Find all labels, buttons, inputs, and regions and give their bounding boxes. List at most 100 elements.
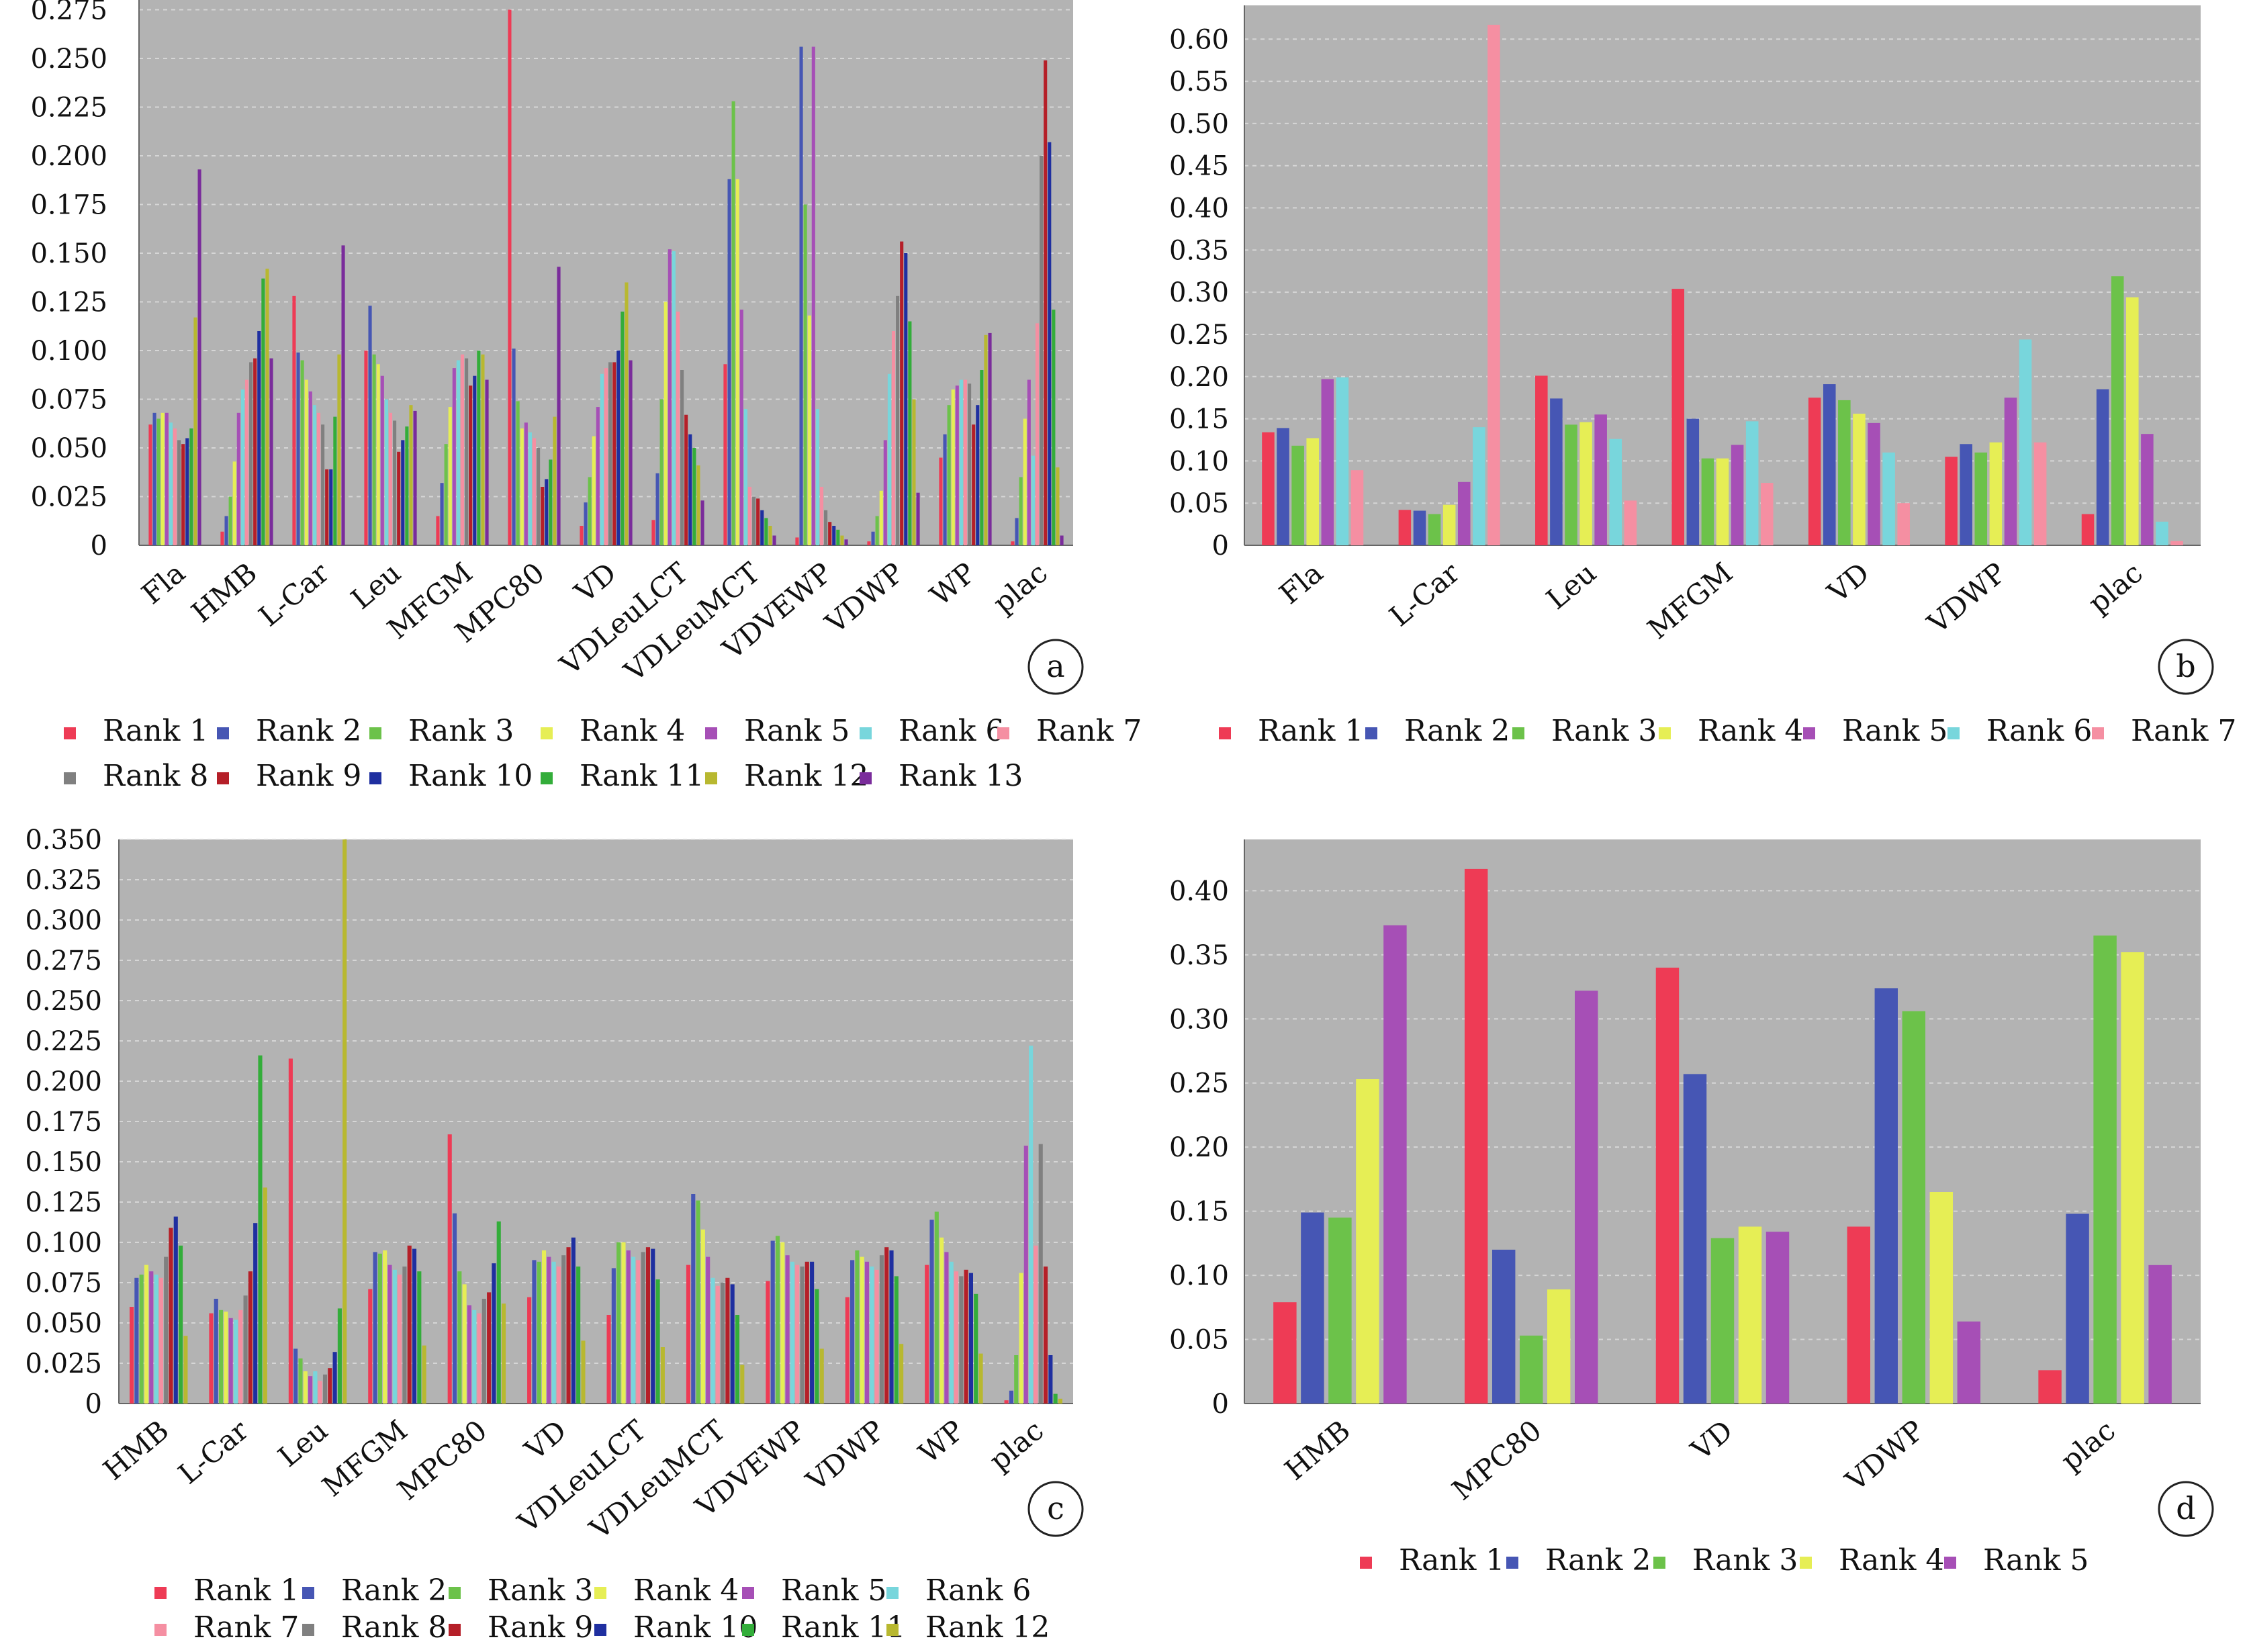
bar [333,416,337,545]
bar [556,1267,561,1404]
legend-label: Rank 5 [781,1573,886,1608]
bar [549,459,553,545]
bar [864,1261,870,1404]
y-tick-label: 0.350 [25,825,102,856]
bar [1710,1238,1735,1404]
bar [684,414,688,545]
x-tick-label: VD [568,556,623,609]
bar [780,1242,785,1404]
bar [557,267,561,545]
bar [452,1213,457,1404]
bar [1574,991,1598,1404]
bar [292,295,296,545]
bar [1035,323,1040,545]
bar [487,1292,492,1404]
bar [1974,452,1988,545]
bar [465,358,469,545]
bar [460,354,465,545]
bar [810,1261,815,1404]
bar [608,362,612,545]
bar [265,269,269,545]
bar [899,1344,904,1404]
bar [393,420,397,545]
legend-swatch [2092,727,2104,739]
bar [939,1237,944,1404]
bar [387,1265,392,1404]
bar [412,1248,417,1404]
legend-swatch [1365,727,1377,739]
y-tick-label: 0.30 [1169,277,1229,308]
bar [1960,444,1972,545]
bar [867,541,871,545]
bar [968,383,972,545]
legend-swatch [1944,1557,1956,1569]
legend-swatch [217,772,229,784]
bar [1027,379,1031,545]
legend-label: Rank 10 [408,759,533,793]
bar [321,424,325,545]
y-tick-label: 0.20 [1169,1132,1229,1163]
bar [1009,1390,1013,1404]
legend-label: Rank 2 [256,714,361,748]
bar [1738,1226,1762,1404]
bar [220,531,224,545]
bar [139,1275,144,1404]
bar [819,1348,824,1404]
bar [819,487,824,545]
bar [850,1260,855,1404]
legend-label: Rank 2 [1545,1543,1651,1577]
bar [840,535,844,545]
bar [1048,142,1052,545]
bar [929,1220,934,1404]
bar [407,1245,412,1404]
bar [524,422,528,545]
x-tick-label: MFGM [1641,556,1739,645]
bar [891,331,896,545]
y-tick-label: 0.075 [30,385,107,416]
bar [298,1358,303,1404]
bar [756,498,760,545]
bar [768,526,772,545]
y-tick-label: 0.075 [25,1268,102,1299]
x-tick-label: L-Car [1383,556,1467,633]
legend-label: Rank 5 [1842,714,1947,748]
legend-label: Rank 8 [341,1610,447,1645]
bar [1701,458,1714,545]
bar [725,1277,730,1404]
bar [405,426,409,545]
bar [691,1194,696,1404]
bar [232,461,236,545]
bar [209,1313,214,1404]
bar [158,1277,163,1404]
bar [541,1250,547,1404]
y-tick-label: 0.55 [1169,66,1229,97]
x-tick-label: MPC80 [392,1414,494,1506]
bar [616,1242,621,1404]
bar [477,1313,481,1404]
legend-label: Rank 2 [341,1573,447,1608]
bar [328,1368,332,1404]
bar [832,526,836,545]
bar [485,379,489,545]
y-tick-label: 0.025 [30,482,107,513]
y-tick-label: 0.200 [25,1066,102,1097]
bar [472,1310,477,1404]
bar [606,1315,611,1404]
chart-panel-a: 0 0.025 0.050 0.075 0.100 0.125 0.150 0.175 0.20… [30,0,1142,793]
bar [964,1269,968,1404]
bar [916,492,920,545]
bar [154,1275,158,1404]
bar [988,332,992,545]
x-tick-label: VDWP [819,556,910,640]
bar [1053,1393,1058,1404]
bar [1902,1011,1926,1404]
bar [447,1134,452,1404]
bar [183,1336,188,1404]
bar [735,179,739,545]
bar [1306,438,1319,545]
legend-swatch [742,1624,754,1636]
bar [436,516,440,545]
bar [696,465,700,545]
bar [1882,452,1895,545]
